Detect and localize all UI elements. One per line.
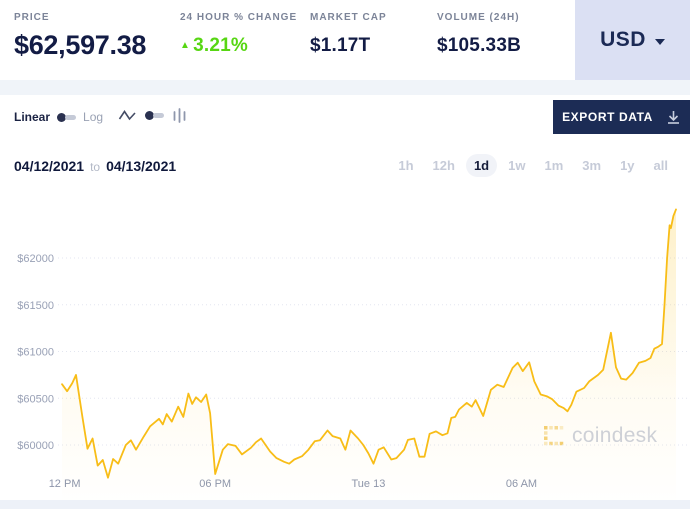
export-data-label: EXPORT DATA [562,110,653,124]
range-button-1y[interactable]: 1y [620,158,635,173]
stat-change: 24 HOUR % CHANGE ▲ 3.21% [180,12,297,57]
stat-market-cap: MARKET CAP $1.17T [310,12,387,57]
y-axis-tick: $61000 [17,347,54,359]
toggle-knob [145,111,154,120]
log-label: Log [83,110,104,124]
range-button-1d[interactable]: 1d [465,154,498,177]
date-range: 04/12/2021 to 04/13/2021 [14,158,176,174]
export-data-button[interactable]: EXPORT DATA [553,100,690,134]
change-value: ▲ 3.21% [180,35,297,57]
price-line [61,208,677,479]
y-axis-tick: $61500 [17,300,54,312]
scale-toggle-group: Linear Log [14,110,103,124]
stat-price: PRICE $62,597.38 [14,12,146,61]
toggle-track [153,113,164,118]
range-button-1m[interactable]: 1m [544,158,564,173]
y-axis-tick: $62000 [17,253,54,265]
range-button-group: 1h 12h 1d 1w 1m 3m 1y all [390,154,676,177]
chart-type-group [118,107,187,124]
end-date[interactable]: 04/13/2021 [106,158,177,174]
scale-toggle[interactable] [57,112,77,122]
toggle-track [65,114,77,120]
price-area-fill [62,209,676,508]
range-button-3m[interactable]: 3m [582,158,602,173]
chevron-down-icon [654,38,665,45]
change-percent: 3.21% [193,35,248,56]
volume-value: $105.33B [437,35,522,56]
y-axis-tick: $60000 [17,440,54,452]
download-icon [667,110,679,124]
range-button-1w[interactable]: 1w [508,158,526,173]
range-button-1h[interactable]: 1h [398,158,414,173]
change-label: 24 HOUR % CHANGE [180,12,298,23]
price-value: $62,597.38 [14,30,147,60]
currency-label: USD [600,28,646,51]
currency-selector[interactable]: USD [575,0,690,80]
volume-label: VOLUME (24H) [437,12,520,23]
linear-label: Linear [14,110,51,124]
range-button-all[interactable]: all [653,158,668,173]
market-cap-value: $1.17T [310,35,371,56]
date-separator: to [90,160,101,174]
chart-type-toggle[interactable] [145,111,164,120]
header-divider [0,80,690,95]
range-button-12h[interactable]: 12h [432,158,455,173]
line-chart-icon[interactable] [118,108,137,123]
y-axis-tick: $60500 [17,393,54,405]
stat-volume: VOLUME (24H) $105.33B [437,12,521,57]
toggle-knob [57,112,67,122]
up-triangle-icon: ▲ [180,40,191,51]
market-cap-label: MARKET CAP [310,12,387,23]
price-label: PRICE [14,12,50,23]
bar-chart-icon[interactable] [172,107,187,124]
start-date[interactable]: 04/12/2021 [14,158,85,174]
bottom-divider [0,500,690,509]
